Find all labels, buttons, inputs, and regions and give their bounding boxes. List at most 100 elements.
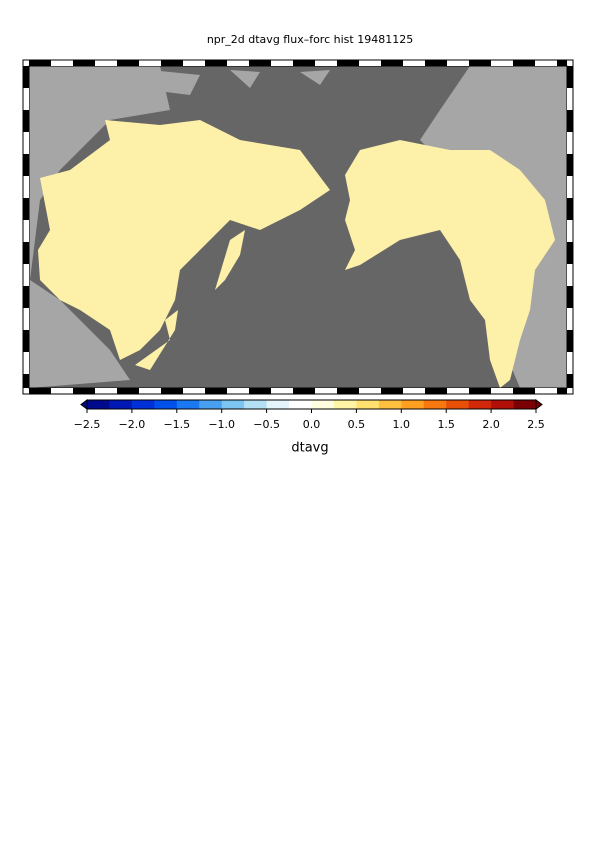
data-region-asia (38, 120, 330, 360)
border-segment (337, 388, 359, 394)
colorbar-bin (446, 400, 469, 409)
colorbar-tick-label: 0.0 (303, 418, 321, 431)
border-segment (23, 374, 29, 388)
data-region-islands (135, 230, 245, 370)
border-segment (23, 352, 29, 374)
border-segment (567, 264, 573, 286)
colorbar-bin (109, 400, 133, 409)
data-region-america (345, 140, 555, 388)
colorbar-bin (221, 400, 245, 409)
border-segment (567, 198, 573, 220)
border-segment (271, 60, 293, 66)
border-segment (161, 388, 183, 394)
border-segment (23, 242, 29, 264)
border-segment (183, 388, 205, 394)
border-segment (23, 308, 29, 330)
colorbar-bin (356, 400, 380, 409)
border-segment (183, 60, 205, 66)
border-segment (29, 388, 51, 394)
land-asia-west (29, 66, 170, 388)
colorbar-bin (176, 400, 200, 409)
border-segment (403, 388, 425, 394)
border-segment (567, 374, 573, 388)
map-border (22, 59, 574, 395)
border-segment (535, 60, 557, 66)
border-segment (23, 110, 29, 132)
map (28, 65, 568, 389)
border-segment (491, 60, 513, 66)
border-segment (447, 60, 469, 66)
colorbar-bin (378, 400, 402, 409)
colorbar-bin (401, 400, 425, 409)
colorbar-label: dtavg (291, 441, 328, 456)
border-segment (567, 308, 573, 330)
border-segment (567, 110, 573, 132)
border-segment (249, 60, 271, 66)
colorbar-tick-label: 1.0 (393, 418, 411, 431)
border-segment (513, 60, 535, 66)
colorbar-bin (131, 400, 155, 409)
border-segment (73, 60, 95, 66)
border-segment (567, 176, 573, 198)
border-segment (469, 388, 491, 394)
border-segment (447, 388, 469, 394)
border-outline (22, 59, 574, 395)
border-segment (73, 388, 95, 394)
border-segment (23, 198, 29, 220)
colorbar-tick-label: −1.5 (163, 418, 190, 431)
colorbar-bin (199, 400, 222, 409)
border-segment (23, 154, 29, 176)
colorbar-bin (491, 400, 514, 409)
colorbar-bin (244, 400, 267, 409)
colorbar-bin (87, 400, 110, 409)
border-segment (567, 66, 573, 88)
border-segment (23, 66, 29, 88)
colorbar-bin (468, 400, 492, 409)
border-segment (139, 60, 161, 66)
colorbar-bin (154, 400, 178, 409)
border-segment (491, 388, 513, 394)
border-segment (381, 388, 403, 394)
border-segment (567, 154, 573, 176)
colorbar-bin (289, 400, 312, 409)
border-segment (567, 286, 573, 308)
border-segment (205, 388, 227, 394)
border-segment (23, 264, 29, 286)
border-segment (51, 60, 73, 66)
border-segment (117, 388, 139, 394)
border-segment (23, 220, 29, 242)
border-segment (469, 60, 491, 66)
border-segment (23, 88, 29, 110)
border-segment (249, 388, 271, 394)
colorbar-bin (513, 400, 537, 409)
border-segment (337, 60, 359, 66)
border-segment (315, 388, 337, 394)
border-segment (23, 330, 29, 352)
border-segment (535, 388, 557, 394)
title: npr_2d dtavg flux–forc hist 19481125 (207, 33, 413, 46)
border-segment (227, 388, 249, 394)
colorbar-bin (423, 400, 447, 409)
border-segment (205, 60, 227, 66)
border-segment (557, 60, 567, 66)
border-segment (139, 388, 161, 394)
border-segment (51, 388, 73, 394)
border-segment (425, 60, 447, 66)
border-segment (359, 388, 381, 394)
border-segment (567, 132, 573, 154)
colorbar-tick-label: 1.5 (437, 418, 455, 431)
border-segment (161, 60, 183, 66)
border-segment (117, 60, 139, 66)
border-segment (567, 330, 573, 352)
border-segment (29, 60, 51, 66)
colorbar-tick-label: 2.0 (482, 418, 500, 431)
border-segment (567, 220, 573, 242)
border-segment (403, 60, 425, 66)
colorbar-bin (333, 400, 357, 409)
border-segment (23, 286, 29, 308)
colorbar-bin (266, 400, 290, 409)
border-segment (567, 352, 573, 374)
border-segment (227, 60, 249, 66)
colorbar-tick-label: −0.5 (253, 418, 280, 431)
